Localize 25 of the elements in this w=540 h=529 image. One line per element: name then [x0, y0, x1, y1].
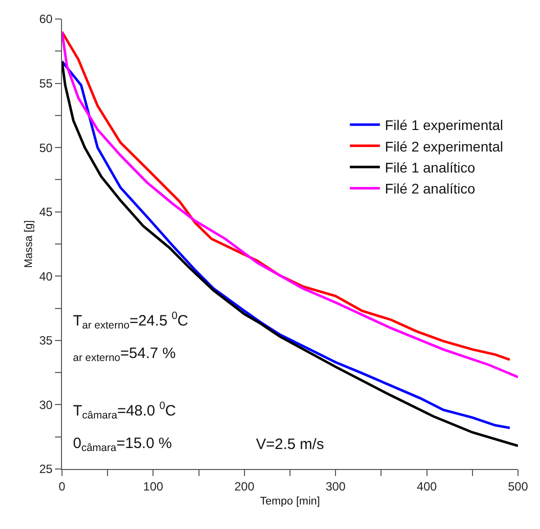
- y-axis-title: Massa [g]: [22, 220, 35, 268]
- x-tick-label: 500: [508, 479, 528, 494]
- legend-label: Filé 1 analítico: [384, 159, 476, 176]
- y-tick-label: 60: [39, 12, 53, 26]
- y-tick-label: 45: [39, 205, 53, 220]
- y-tick-label: 40: [39, 269, 53, 284]
- x-tick-label: 300: [326, 479, 346, 494]
- annotation: V=2.5 m/s: [256, 436, 324, 453]
- legend-label: Filé 1 experimental: [384, 117, 504, 134]
- y-tick-label: 55: [39, 76, 53, 90]
- x-tick-label: 200: [234, 479, 255, 494]
- x-tick-label: 400: [416, 479, 438, 494]
- annotation: $_{ar externo}$=54.7 %: [73, 345, 176, 364]
- y-tick-label: 25: [39, 462, 53, 476]
- y-tick-label: 30: [39, 398, 53, 412]
- y-tick-label: 35: [39, 334, 53, 348]
- x-tick-label: 100: [143, 479, 164, 494]
- legend-label: Filé 2 analítico: [384, 180, 476, 197]
- annotation: T$_{câmara}$=48.0 $^{0}$C: [73, 400, 176, 422]
- legend-label: Filé 2 experimental: [384, 138, 504, 154]
- annotation: 0$_{câmara}$=15.0 %: [73, 435, 172, 454]
- annotation: T$_{ar externo}$=24.5 $^{0}$C: [73, 310, 188, 332]
- x-axis-title: Tempo [min]: [260, 496, 320, 508]
- x-tick-label: 0: [58, 479, 66, 494]
- y-tick-label: 50: [39, 140, 53, 155]
